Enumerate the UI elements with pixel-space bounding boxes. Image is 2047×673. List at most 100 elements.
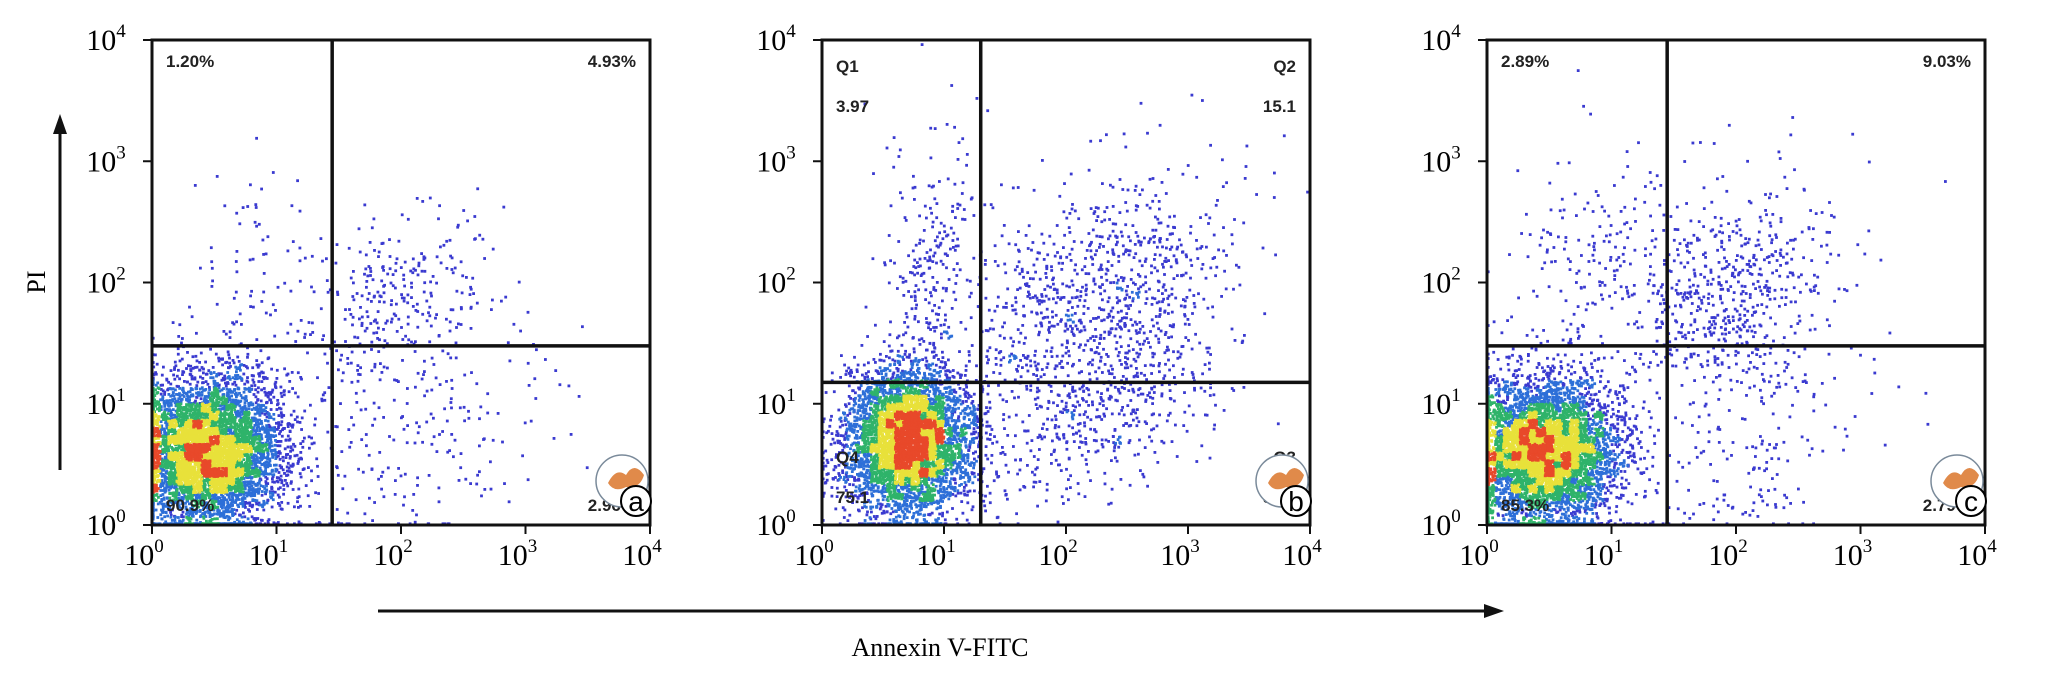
event-dot	[193, 429, 197, 433]
event-dot	[319, 237, 323, 240]
event-dot	[231, 425, 235, 429]
event-dot	[456, 225, 460, 229]
event-dot	[235, 370, 238, 374]
event-dot	[182, 395, 186, 398]
event-dot	[303, 256, 307, 260]
event-dot	[347, 246, 351, 250]
event-dot	[161, 395, 165, 399]
event-dot	[479, 405, 483, 409]
event-dot	[154, 508, 158, 512]
event-dot	[377, 250, 381, 254]
event-dot	[381, 241, 385, 245]
event-dot	[277, 471, 281, 474]
event-dot	[250, 484, 254, 488]
event-dot	[382, 416, 385, 419]
event-dot	[273, 426, 277, 429]
event-dot	[469, 285, 472, 289]
event-dot	[262, 404, 266, 407]
event-dot	[395, 379, 399, 382]
event-dot	[212, 404, 216, 407]
event-dot	[187, 400, 191, 404]
event-dot	[221, 506, 224, 510]
event-dot	[287, 466, 291, 470]
event-dot	[271, 468, 274, 472]
event-dot	[199, 437, 203, 441]
event-dot	[276, 480, 280, 484]
event-dot	[236, 493, 240, 497]
event-dot	[254, 388, 258, 392]
event-dot	[167, 480, 171, 484]
event-dot	[453, 438, 457, 442]
event-dot	[335, 243, 339, 246]
event-dot	[257, 474, 261, 478]
event-dot	[230, 401, 233, 404]
event-dot	[234, 374, 237, 377]
event-dot	[266, 465, 270, 469]
event-dot	[276, 521, 280, 524]
event-dot	[212, 481, 215, 485]
event-dot	[167, 393, 171, 396]
event-dot	[365, 280, 369, 283]
event-dot	[317, 492, 320, 495]
event-dot	[244, 466, 247, 470]
event-dot	[265, 415, 269, 419]
event-dot	[254, 449, 257, 453]
event-dot	[215, 491, 219, 494]
event-dot	[173, 418, 177, 422]
event-dot	[255, 490, 258, 494]
event-dot	[180, 341, 183, 345]
event-dot	[423, 394, 426, 398]
event-dot	[278, 451, 282, 455]
event-dot	[454, 341, 458, 345]
event-dot	[234, 475, 238, 478]
event-dot	[242, 520, 245, 524]
event-dot	[214, 408, 218, 412]
event-dot	[232, 477, 235, 481]
event-dot	[348, 445, 352, 449]
event-dot	[160, 435, 164, 438]
event-dot	[291, 448, 295, 452]
event-dot	[217, 482, 220, 485]
event-dot	[229, 446, 233, 449]
event-dot	[231, 495, 234, 498]
event-dot	[463, 373, 467, 377]
event-dot	[224, 433, 228, 436]
event-dot	[294, 340, 298, 343]
event-dot	[261, 442, 265, 445]
event-dot	[216, 392, 220, 396]
event-dot	[258, 479, 261, 483]
event-dot	[171, 399, 175, 403]
event-dot	[246, 517, 250, 521]
event-dot	[274, 463, 278, 467]
event-dot	[359, 306, 362, 309]
event-dot	[390, 299, 393, 302]
event-dot	[491, 298, 494, 302]
event-dot	[215, 302, 219, 306]
event-dot	[195, 404, 199, 408]
event-dot	[214, 406, 217, 409]
event-dot	[219, 425, 223, 428]
event-dot	[381, 470, 385, 474]
event-dot	[173, 478, 176, 482]
event-dot	[272, 395, 276, 399]
event-dot	[255, 418, 258, 422]
event-dot	[400, 326, 403, 329]
event-dot	[169, 382, 173, 386]
event-dot	[154, 493, 158, 497]
event-dot	[554, 369, 558, 372]
event-dot	[222, 393, 226, 396]
event-dot	[262, 503, 266, 506]
event-dot	[162, 412, 166, 415]
event-dot	[234, 260, 238, 263]
event-dot	[220, 429, 224, 432]
event-dot	[293, 444, 297, 448]
event-dot	[437, 217, 440, 221]
event-dot	[230, 390, 234, 394]
event-dot	[340, 379, 344, 383]
event-dot	[282, 492, 285, 496]
event-dot	[247, 410, 250, 414]
event-dot	[169, 470, 173, 474]
event-dot	[489, 460, 492, 464]
event-dot	[167, 412, 170, 416]
event-dot	[185, 484, 189, 488]
